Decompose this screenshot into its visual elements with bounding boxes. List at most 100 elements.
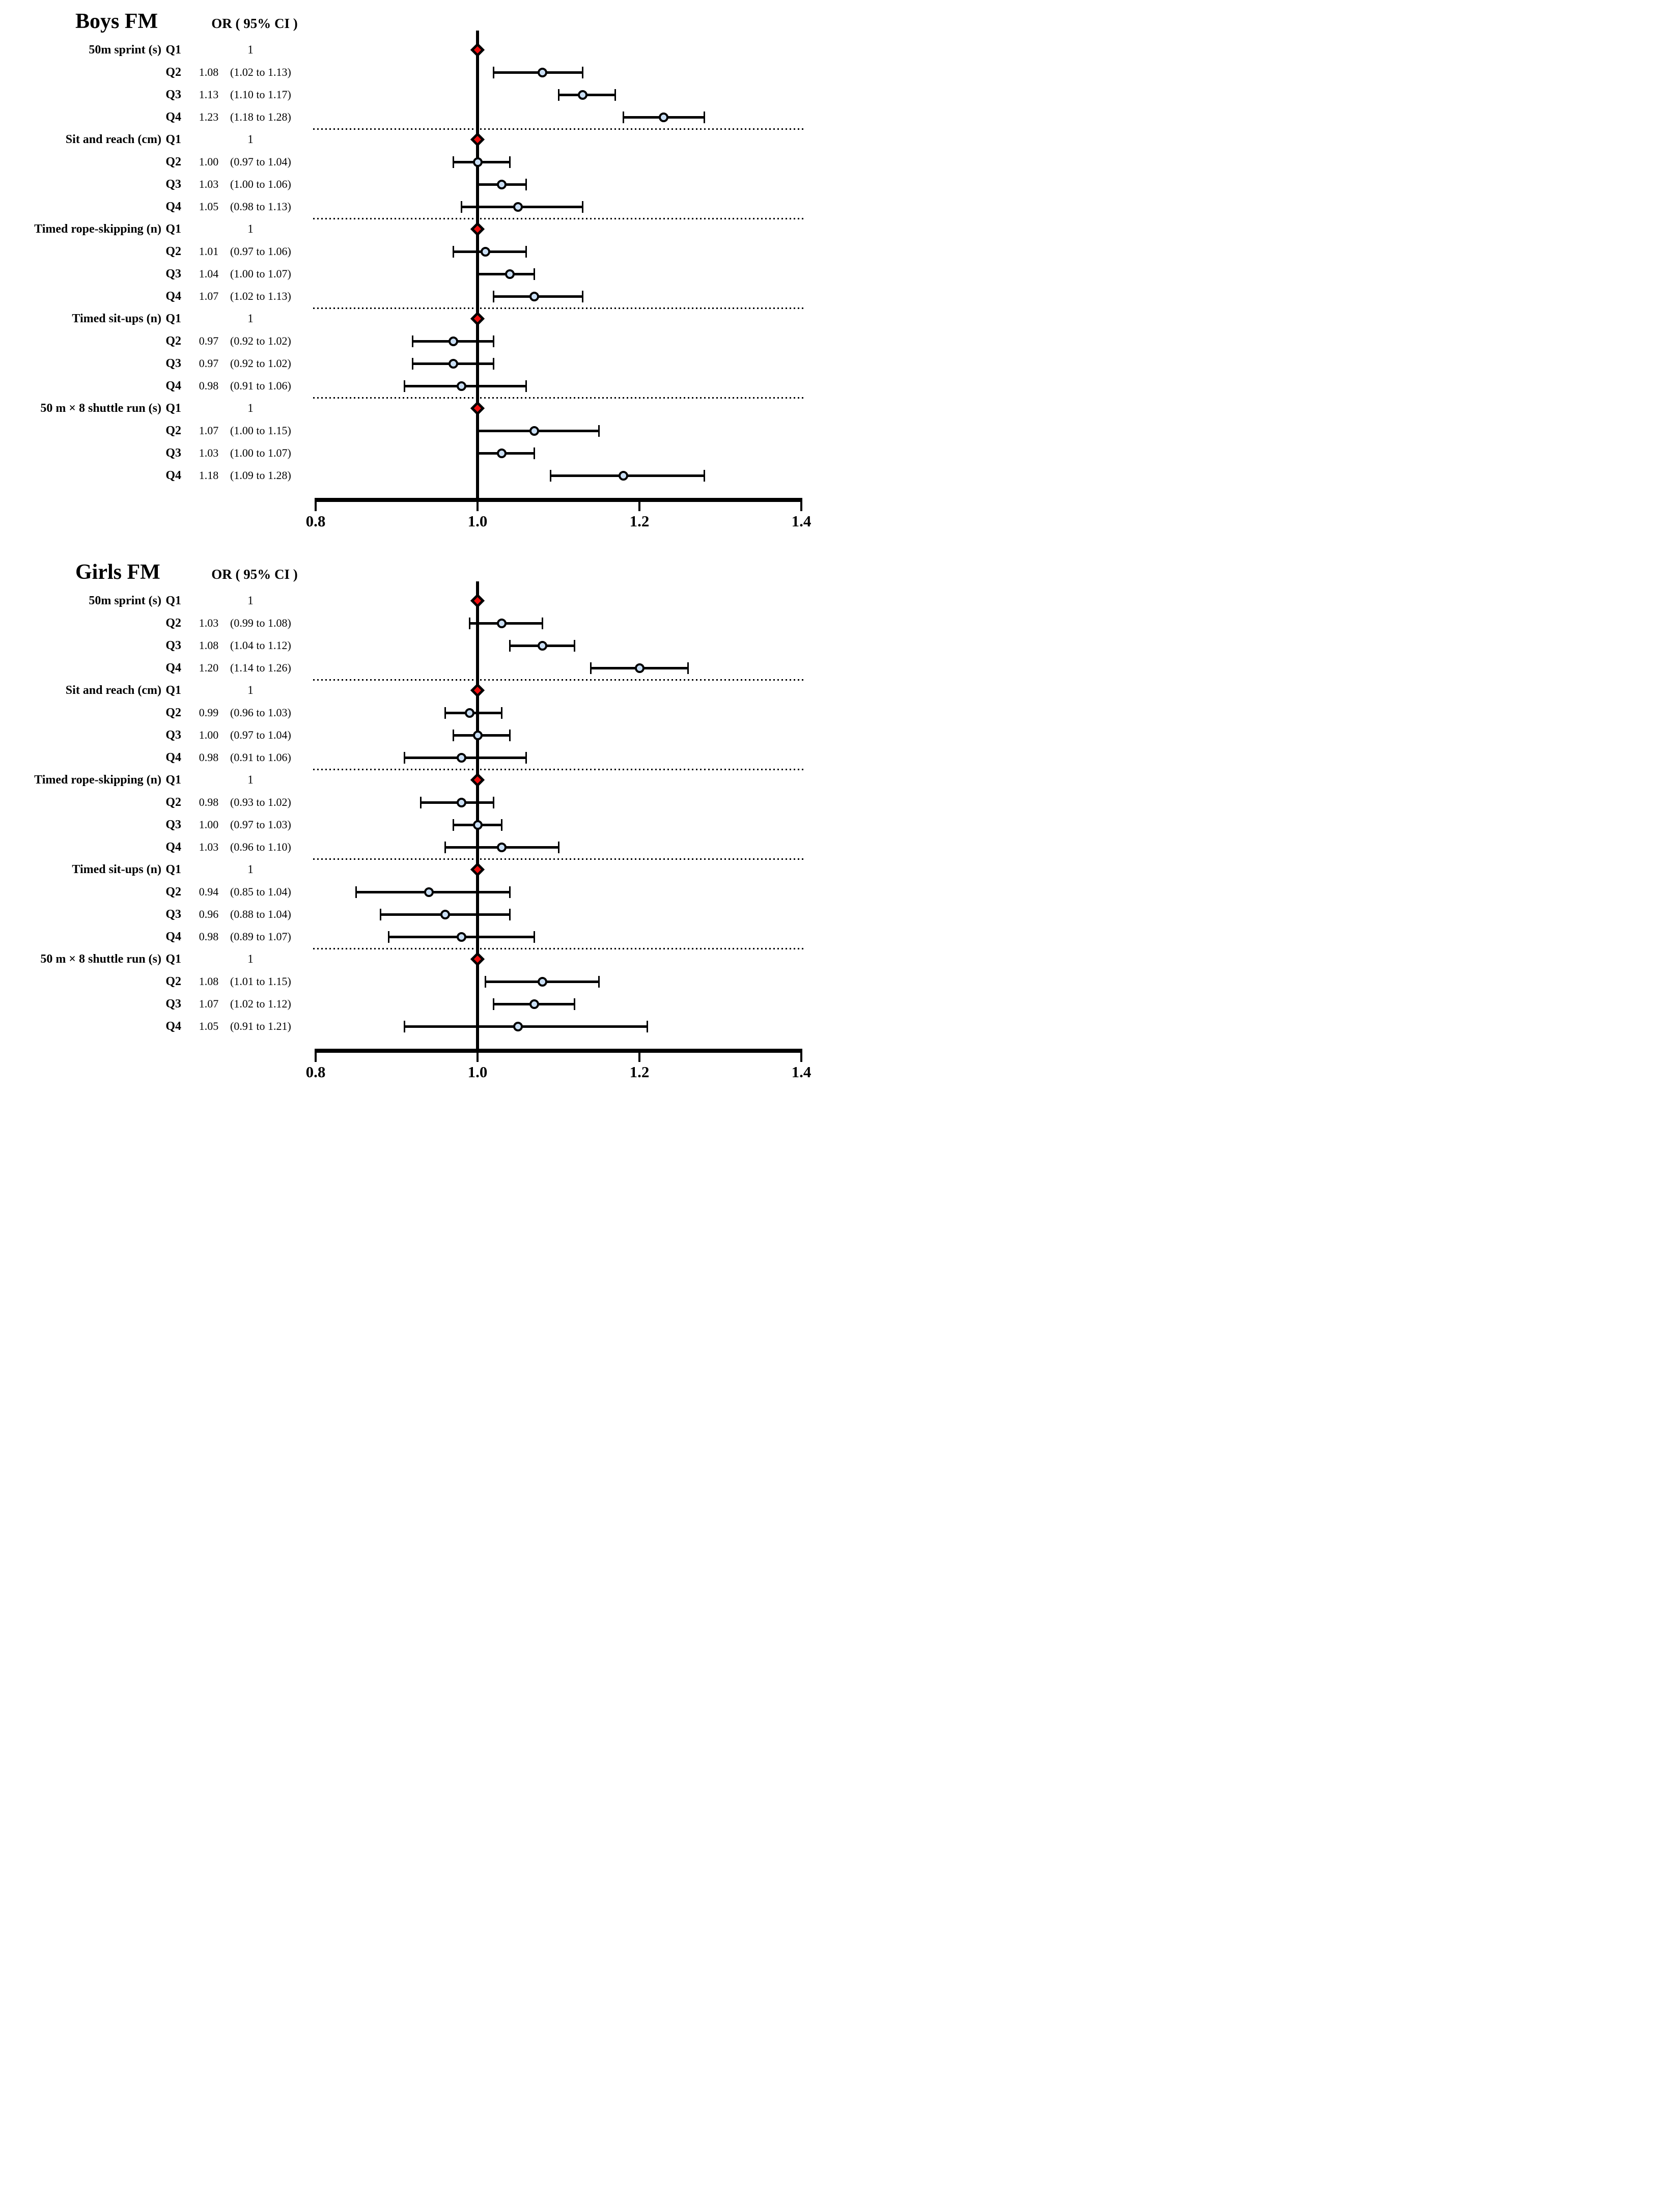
ci-cap-left: [468, 617, 470, 629]
ci-text: (1.00 to 1.15): [230, 424, 291, 437]
or-ci-header: OR ( 95% CI ): [211, 16, 298, 31]
quartile-label: Q2: [165, 245, 181, 258]
ci-text: (1.00 to 1.06): [230, 178, 291, 190]
group-label: 50 m × 8 shuttle run (s): [40, 402, 161, 415]
ci-cap-left: [387, 931, 389, 943]
quartile-label: Q4: [165, 469, 181, 482]
ci-cap-right: [493, 796, 495, 808]
group-label: Sit and reach (cm): [65, 133, 161, 146]
ci-cap-right: [647, 1020, 649, 1032]
ci-cap-right: [703, 111, 705, 123]
forest-row: Q4 1.05 (0.98 to 1.13): [0, 195, 840, 218]
x-axis-tick: [800, 1049, 802, 1062]
group-label: 50m sprint (s): [89, 43, 161, 57]
x-axis-tick: [800, 498, 802, 511]
reference-or-value: 1: [247, 684, 254, 696]
ci-cap-left: [493, 998, 495, 1010]
estimate-marker-icon: [456, 381, 466, 391]
ci-text: (0.85 to 1.04): [230, 885, 291, 898]
reference-diamond-core: [473, 315, 482, 323]
estimate-marker-icon: [513, 1021, 523, 1031]
quartile-label: Q4: [165, 841, 181, 854]
quartile-label: Q2: [165, 155, 181, 169]
quartile-label: Q2: [165, 975, 181, 988]
estimate-marker-icon: [513, 202, 523, 212]
forest-row: Q2 1.08 (1.02 to 1.13): [0, 61, 840, 83]
estimate-marker-icon: [634, 663, 645, 673]
ci-cap-left: [452, 729, 454, 741]
forest-row: Q4 0.98 (0.89 to 1.07): [0, 926, 840, 948]
x-axis-tick-label: 1.0: [467, 512, 488, 530]
forest-panel-girls: Girls FM OR ( 95% CI ) 50m sprint (s) Q1 1 Q2…: [0, 551, 840, 1092]
reference-or-value: 1: [247, 312, 254, 325]
or-value: 0.97: [199, 357, 219, 370]
quartile-label: Q1: [165, 133, 181, 146]
reference-or-value: 1: [247, 863, 254, 876]
ci-text: (1.14 to 1.26): [230, 661, 291, 674]
ci-cap-left: [485, 975, 487, 988]
estimate-marker-icon: [448, 336, 458, 346]
or-value: 1.03: [199, 446, 219, 459]
ci-cap-right: [574, 998, 576, 1010]
or-value: 0.98: [199, 930, 219, 943]
x-axis-tick: [315, 1049, 317, 1062]
estimate-marker-icon: [456, 797, 466, 807]
reference-line: [476, 31, 479, 502]
quartile-label: Q4: [165, 379, 181, 393]
group-label: Timed sit-ups (n): [72, 863, 161, 876]
quartile-label: Q2: [165, 885, 181, 899]
ci-cap-right: [598, 425, 600, 437]
reference-diamond-icon: [470, 132, 485, 147]
quartile-label: Q4: [165, 751, 181, 764]
ci-text: (0.92 to 1.02): [230, 357, 291, 370]
forest-row: Q3 1.00 (0.97 to 1.03): [0, 814, 840, 836]
ci-cap-right: [493, 335, 495, 347]
reference-diamond-icon: [470, 311, 485, 326]
forest-row: Q2 1.01 (0.97 to 1.06): [0, 240, 840, 263]
ci-error-bar: [404, 1025, 648, 1028]
x-axis-tick: [315, 498, 317, 511]
reference-or-value: 1: [247, 773, 254, 786]
quartile-label: Q2: [165, 66, 181, 79]
or-value: 1.00: [199, 155, 219, 168]
quartile-label: Q1: [165, 684, 181, 697]
ci-cap-left: [509, 639, 511, 652]
or-ci-header: OR ( 95% CI ): [211, 567, 298, 582]
or-value: 1.08: [199, 639, 219, 652]
estimate-marker-icon: [529, 999, 539, 1009]
quartile-label: Q1: [165, 863, 181, 876]
quartile-label: Q2: [165, 424, 181, 437]
quartile-label: Q3: [165, 639, 181, 652]
ci-cap-left: [452, 245, 454, 258]
ci-cap-left: [404, 1020, 406, 1032]
ci-text: (1.01 to 1.15): [230, 975, 291, 988]
section-divider: [313, 218, 804, 219]
ci-text: (0.99 to 1.08): [230, 617, 291, 629]
quartile-label: Q3: [165, 446, 181, 460]
estimate-marker-icon: [464, 708, 474, 718]
estimate-marker-icon: [537, 640, 547, 651]
ci-text: (0.91 to 1.21): [230, 1020, 291, 1032]
reference-or-value: 1: [247, 953, 254, 965]
ci-cap-left: [404, 751, 406, 764]
forest-row: 50m sprint (s) Q1 1: [0, 39, 840, 61]
or-value: 1.00: [199, 818, 219, 831]
ci-text: (1.09 to 1.28): [230, 469, 291, 482]
ci-cap-left: [412, 357, 414, 370]
quartile-label: Q3: [165, 729, 181, 742]
estimate-marker-icon: [456, 752, 466, 763]
estimate-marker-icon: [472, 157, 483, 167]
ci-text: (1.00 to 1.07): [230, 267, 291, 280]
group-label: Sit and reach (cm): [65, 684, 161, 697]
or-value: 1.13: [199, 88, 219, 101]
quartile-label: Q2: [165, 617, 181, 630]
quartile-label: Q4: [165, 200, 181, 213]
section-divider: [313, 858, 804, 860]
ci-cap-left: [452, 819, 454, 831]
or-value: 1.20: [199, 661, 219, 674]
estimate-marker-icon: [497, 618, 507, 628]
estimate-marker-icon: [618, 470, 628, 481]
reference-or-value: 1: [247, 594, 254, 607]
forest-row: 50 m × 8 shuttle run (s) Q1 1: [0, 948, 840, 970]
ci-text: (0.97 to 1.04): [230, 729, 291, 741]
